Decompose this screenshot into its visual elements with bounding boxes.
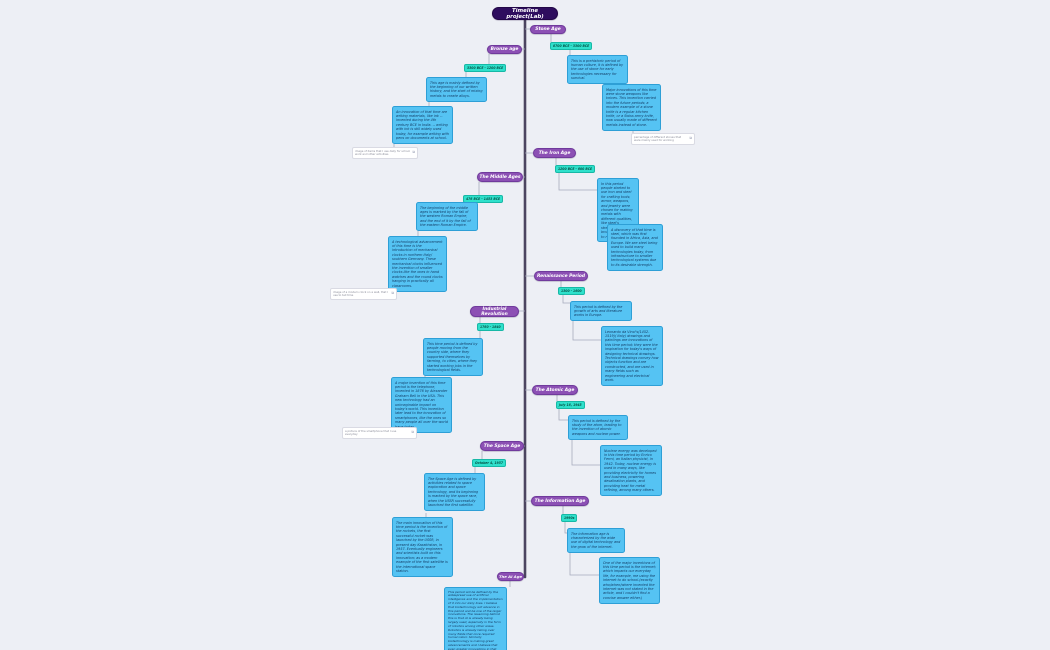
renaissance-description-box[interactable]: This period is defined by the growth of …: [570, 301, 632, 322]
era-node-ai-age[interactable]: The AI Age: [497, 572, 524, 581]
stone-age-attachment-note[interactable]: percentage of different stones that were…: [631, 133, 695, 145]
era-node-space-age[interactable]: The Space Age: [480, 441, 524, 451]
industrial-invention-box[interactable]: A major invention of this time period is…: [391, 377, 452, 433]
date-badge-bronze-age[interactable]: 3300 BCE - 1200 BCE: [464, 64, 507, 72]
ai-age-description-box[interactable]: This period will be defined by the wides…: [444, 587, 507, 650]
industrial-description-box[interactable]: This time period is defined by people mo…: [423, 338, 483, 376]
date-badge-industrial-revolution[interactable]: 1760 - 1840: [477, 323, 504, 331]
date-badge-middle-ages[interactable]: 476 BCE - 1453 BCE: [463, 195, 504, 203]
era-node-industrial-revolution[interactable]: Industrial Revolution: [470, 306, 519, 317]
middle-ages-attachment-note[interactable]: image of a modern clock on a wall, that …: [330, 288, 397, 300]
era-node-stone-age[interactable]: Stone Age: [530, 25, 566, 34]
era-node-middle-ages[interactable]: The Middle Ages: [477, 172, 523, 182]
atomic-age-nuclear-box[interactable]: Nuclear energy was developed in this tim…: [600, 445, 662, 497]
era-node-information-age[interactable]: The Information Age: [531, 496, 589, 506]
stone-age-description-box[interactable]: This is a prehistoric period of human cu…: [567, 55, 628, 85]
date-badge-renaissance[interactable]: 1300 - 1600: [558, 287, 585, 295]
industrial-attachment-note[interactable]: a picture of the smartphone that I use e…: [342, 427, 417, 439]
attachment-note-text: image of items that I use daily for scho…: [355, 148, 411, 156]
stone-age-innovation-box[interactable]: Major innovations of this time were ston…: [602, 84, 661, 131]
date-badge-iron-age[interactable]: 1200 BCE - 600 BCE: [555, 165, 596, 173]
middle-ages-description-box[interactable]: The beginning of the middle ages is mark…: [416, 202, 478, 232]
bronze-age-attachment-note[interactable]: image of items that I use daily for scho…: [352, 147, 418, 159]
space-age-description-box[interactable]: The Space Age is defined by activities r…: [424, 473, 485, 511]
root-node[interactable]: Timeline project(Lab): [492, 7, 558, 20]
attachment-link-icon[interactable]: ⧉: [391, 291, 394, 296]
attachment-note-text: a picture of the smartphone that I use e…: [345, 428, 397, 436]
bronze-age-innovation-box[interactable]: An innovation of that time are writing m…: [392, 106, 453, 144]
era-node-atomic-age[interactable]: The Atomic Age: [532, 385, 578, 395]
attachment-link-icon[interactable]: ⧉: [411, 430, 414, 435]
attachment-note-text: percentage of different stones that were…: [634, 134, 682, 142]
space-age-innovation-box[interactable]: The main innovation of this time period …: [392, 517, 453, 578]
attachment-link-icon[interactable]: ⧉: [412, 150, 415, 155]
date-badge-stone-age[interactable]: 8700 BCE - 3300 BCE: [550, 42, 593, 50]
era-node-renaissance[interactable]: Renaissance Period: [534, 271, 588, 281]
iron-age-discovery-box[interactable]: A discovery of that time is steel, which…: [607, 224, 663, 271]
date-badge-space-age[interactable]: October 4, 1957: [472, 459, 506, 467]
attachment-note-text: image of a modern clock on a wall, that …: [333, 289, 389, 297]
renaissance-davinci-box[interactable]: Leonardo da Vinci's(1452-1519)( Italy) d…: [601, 326, 663, 387]
date-badge-atomic-age[interactable]: July 16, 1945: [556, 401, 585, 409]
information-age-internet-box[interactable]: One of the major inventions of this time…: [599, 557, 660, 604]
atomic-age-description-box[interactable]: This period is defined by the study of t…: [568, 415, 628, 440]
information-age-description-box[interactable]: The information age is characterized by …: [567, 528, 625, 553]
attachment-link-icon[interactable]: ⧉: [689, 136, 692, 141]
date-badge-information-age[interactable]: 1990s: [561, 514, 578, 522]
bronze-age-description-box[interactable]: This age is mainly defined by the beginn…: [426, 77, 487, 102]
era-node-iron-age[interactable]: The Iron Age: [533, 148, 576, 158]
middle-ages-advancement-box[interactable]: A technological advancement of this time…: [388, 236, 447, 292]
era-node-bronze-age[interactable]: Bronze age: [487, 45, 522, 54]
